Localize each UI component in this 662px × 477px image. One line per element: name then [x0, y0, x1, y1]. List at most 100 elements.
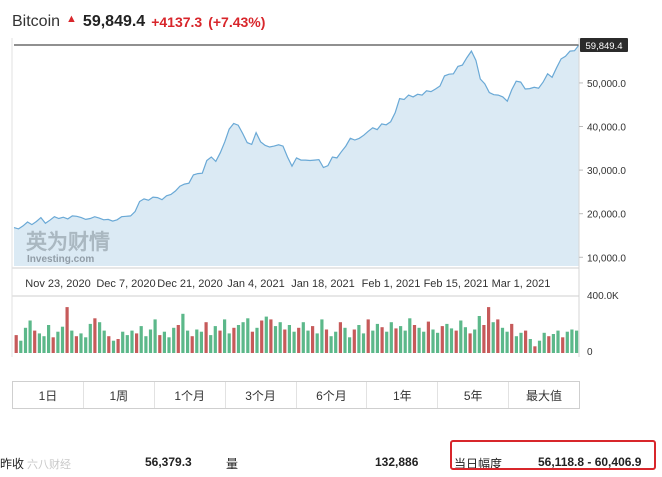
- volume-label: 量: [226, 457, 239, 471]
- volume-bar: [537, 340, 542, 353]
- volume-value: 132,886: [375, 455, 419, 469]
- volume-bar: [440, 326, 444, 353]
- volume-tick-label: 400.0K: [587, 291, 619, 302]
- price-change: +4137.3: [151, 14, 203, 30]
- y-tick-label: 50,000.0: [587, 79, 626, 90]
- tab-6-months[interactable]: 6个月: [297, 382, 368, 408]
- volume-bar: [528, 339, 532, 353]
- volume-bar: [28, 320, 32, 353]
- volume-bar: [412, 325, 417, 353]
- volume-bar: [477, 316, 481, 353]
- x-tick-label: Dec 21, 2020: [157, 278, 222, 290]
- volume-bar: [51, 337, 55, 353]
- volume-bar: [14, 335, 18, 353]
- volume-bar: [338, 322, 342, 353]
- volume-bar: [232, 327, 236, 353]
- volume-bar: [292, 331, 296, 353]
- volume-bar: [84, 337, 88, 353]
- volume-tick-label: 0: [587, 347, 593, 358]
- tab-1-year[interactable]: 1年: [367, 382, 439, 408]
- volume-bar: [70, 330, 74, 353]
- volume-bar: [514, 336, 518, 353]
- price-line: [13, 44, 580, 230]
- volume-bar: [454, 330, 458, 353]
- volume-bar: [357, 325, 361, 353]
- volume-bar: [422, 331, 426, 353]
- volume-bar: [315, 333, 319, 353]
- volume-bar: [190, 336, 194, 353]
- volume-bar: [394, 328, 398, 353]
- y-tick-label: 40,000.0: [587, 123, 626, 134]
- volume-bar: [121, 331, 125, 353]
- tab-1-day[interactable]: 1日: [13, 382, 84, 408]
- volume-bar: [542, 332, 546, 353]
- volume-bar: [565, 331, 569, 353]
- chart-axes: 10,000.0 20,000.0 30,000.0 40,000.0 50,000.0…: [11, 38, 628, 358]
- volume-bar: [449, 328, 454, 353]
- tab-1-week[interactable]: 1周: [84, 382, 155, 408]
- last-price-badge: [580, 38, 628, 52]
- volume-bar: [42, 336, 46, 353]
- volume-bar: [301, 322, 305, 353]
- volume-bar: [107, 336, 111, 353]
- volume-bar: [361, 333, 366, 353]
- volume-bar: [153, 319, 157, 353]
- volume-bar: [139, 326, 143, 353]
- volume-bar: [74, 336, 78, 353]
- volume-bar: [250, 331, 254, 353]
- tab-max[interactable]: 最大值: [526, 388, 563, 403]
- tab-3-months[interactable]: 3个月: [226, 382, 297, 408]
- volume-bar: [47, 325, 51, 353]
- tab-5-years[interactable]: 5年: [438, 382, 510, 408]
- price-area-layer: [13, 44, 580, 266]
- volume-bar: [130, 330, 134, 353]
- volume-bar: [389, 322, 393, 353]
- x-tick-label: Nov 23, 2020: [25, 278, 90, 290]
- volume-bar: [102, 330, 106, 353]
- volume-bar: [473, 329, 477, 353]
- volume-bar: [519, 332, 523, 353]
- volume-bar: [98, 322, 102, 353]
- volume-bar: [135, 333, 139, 353]
- volume-bar: [227, 333, 231, 353]
- watermark-brand: 英为财情: [26, 230, 110, 254]
- volume-bar: [487, 307, 491, 353]
- volume-bar: [162, 331, 166, 353]
- volume-bar: [241, 322, 245, 353]
- volume-bar: [468, 333, 472, 353]
- volume-bar: [343, 327, 347, 353]
- volume-bar: [209, 335, 213, 353]
- prev-close-value: 56,379.3: [145, 455, 192, 469]
- y-tick-label: 30,000.0: [587, 166, 626, 177]
- volume-bar: [195, 329, 199, 353]
- tab-1-month[interactable]: 1个月: [155, 382, 226, 408]
- volume-bar: [264, 316, 268, 353]
- volume-bar: [125, 335, 129, 353]
- volume-bar: [236, 325, 241, 353]
- volume-bar: [218, 330, 222, 353]
- volume-bar: [320, 319, 324, 353]
- volume-bar: [88, 323, 92, 353]
- coin-name: Bitcoin: [12, 13, 61, 30]
- x-tick-label: Feb 1, 2021: [362, 278, 421, 290]
- volume-bar: [575, 330, 579, 353]
- volume-bar: [491, 322, 495, 353]
- volume-bar: [417, 327, 421, 353]
- volume-bar: [482, 325, 486, 353]
- volume-bars-layer: [14, 307, 579, 353]
- day-range-highlight: [450, 440, 656, 470]
- price-chart[interactable]: 10,000.0 20,000.0 30,000.0 40,000.0 50,000.0…: [0, 0, 662, 380]
- volume-bar: [408, 318, 412, 353]
- volume-bar: [463, 327, 467, 353]
- volume-bar: [246, 318, 250, 353]
- time-range-tabs: 1日 1周 1个月 3个月 6个月 1年 5年 最大值: [12, 381, 580, 409]
- volume-bar: [111, 340, 116, 353]
- last-price-badge-label: 59,849.4: [586, 41, 623, 52]
- volume-bar: [375, 323, 379, 353]
- volume-bar: [570, 329, 574, 353]
- volume-bar: [445, 323, 449, 353]
- volume-bar: [199, 331, 203, 353]
- volume-bar: [348, 337, 352, 353]
- volume-bar: [204, 322, 208, 353]
- volume-bar: [556, 330, 560, 353]
